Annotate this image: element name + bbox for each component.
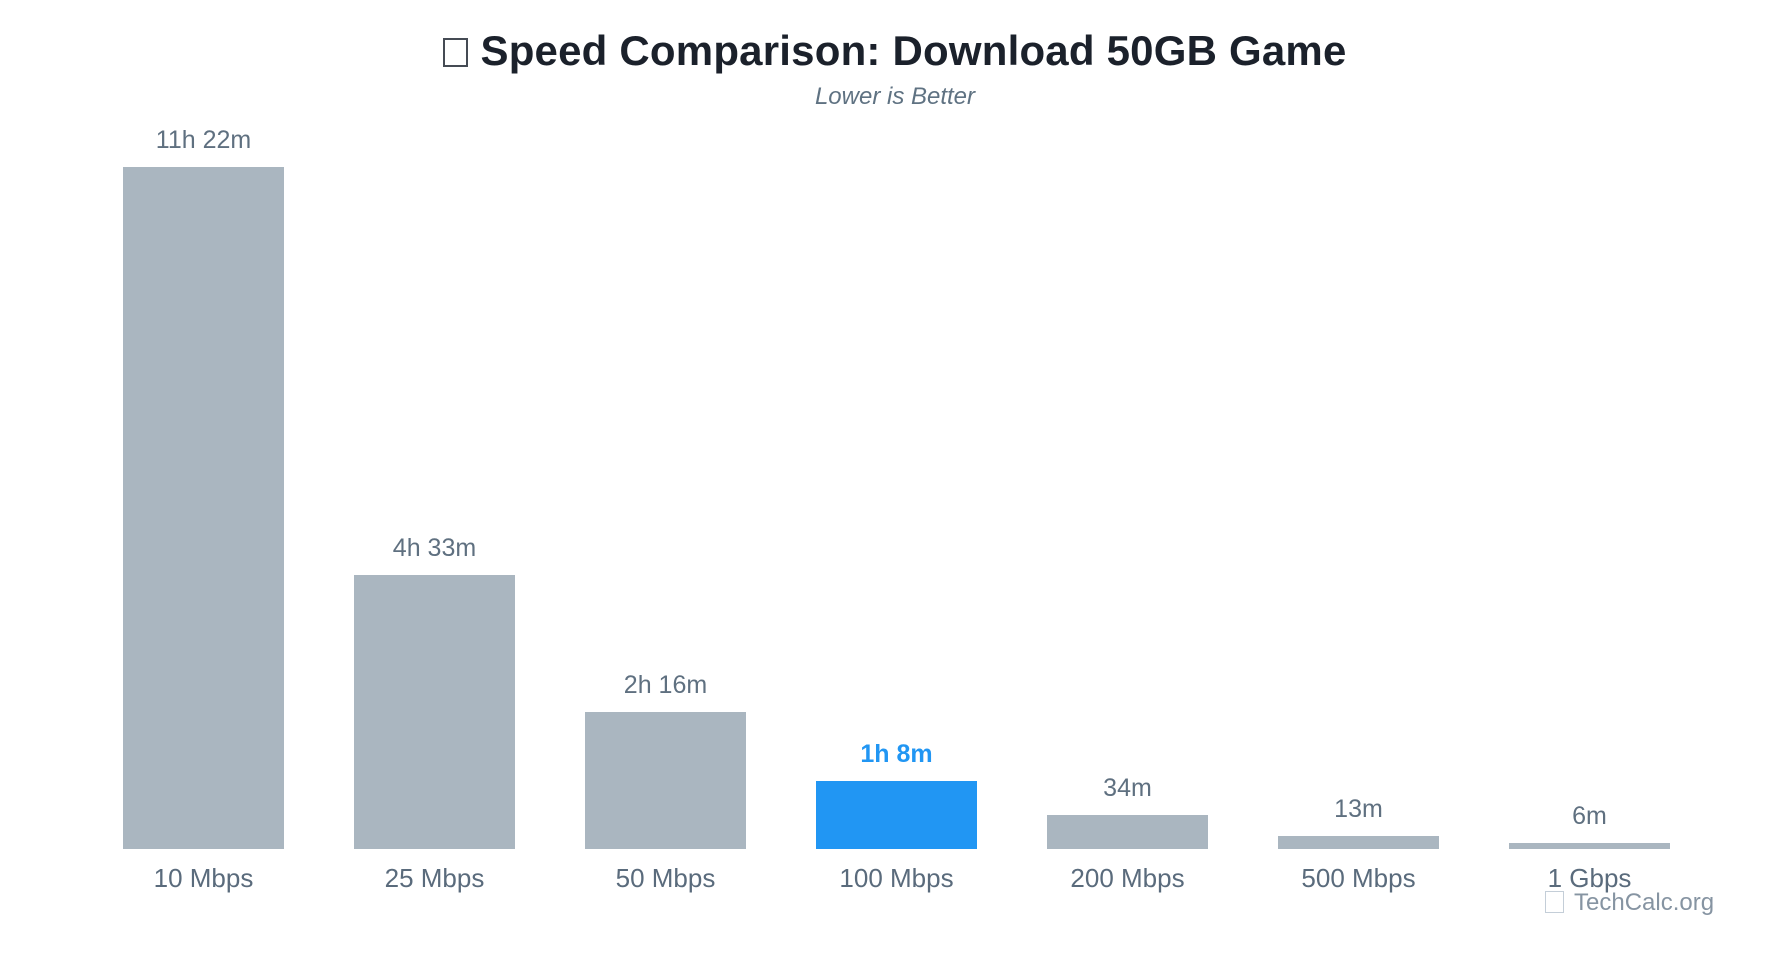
bar: [1509, 843, 1670, 849]
page-title: Speed Comparison: Download 50GB Game: [0, 27, 1790, 74]
x-axis-label: 25 Mbps: [384, 863, 485, 893]
bar-value-label: 13m: [1334, 795, 1383, 823]
chart-subtitle: Lower is Better: [814, 83, 976, 111]
bar-value-label: 1h 8m: [860, 740, 933, 768]
x-axis-label: 50 Mbps: [615, 863, 716, 893]
bar-value-label: 2h 16m: [623, 671, 708, 699]
page-title-text: Speed Comparison: Download 50GB Game: [480, 27, 1347, 74]
watermark: TechCalc.org: [1545, 889, 1714, 917]
bar-value-label: 11h 22m: [155, 126, 252, 154]
bar-column-1-gbps: 6m 1 Gbps: [1509, 126, 1670, 896]
bar-column-50-mbps: 2h 16m 50 Mbps: [585, 126, 746, 896]
watermark-text: TechCalc.org: [1574, 889, 1715, 916]
bar-value-label: 4h 33m: [392, 534, 477, 562]
bar-column-200-mbps: 34m 200 Mbps: [1047, 126, 1208, 896]
x-axis-label: 10 Mbps: [153, 863, 254, 894]
missing-emoji-icon: [1545, 891, 1564, 913]
bar-column-10-mbps: 11h 22m 10 Mbps: [123, 126, 284, 896]
x-axis-label: 1 Gbps: [1547, 863, 1632, 893]
x-axis-label: 100 Mbps: [839, 863, 954, 893]
bar: [1047, 815, 1208, 849]
x-axis-label: 500 Mbps: [1301, 863, 1416, 893]
bar-column-100-mbps: 1h 8m 100 Mbps: [816, 126, 977, 896]
bar-chart: 11h 22m 10 Mbps 4h 33m 25 Mbps 2h 16m 50 Mbps…: [123, 126, 1670, 896]
bar-value-label: 6m: [1572, 802, 1607, 830]
chart-header: Speed Comparison: Download 50GB Game Low…: [0, 27, 1790, 111]
bar: [816, 781, 977, 849]
bar: [123, 167, 284, 850]
bar-column-500-mbps: 13m 500 Mbps: [1278, 126, 1439, 896]
bar: [1278, 836, 1439, 849]
x-axis-label: 200 Mbps: [1070, 863, 1185, 893]
bar-value-label: 34m: [1103, 774, 1152, 802]
bar-column-25-mbps: 4h 33m 25 Mbps: [354, 126, 515, 896]
bar: [354, 575, 515, 849]
missing-emoji-icon: [443, 38, 469, 67]
bar: [585, 712, 746, 849]
